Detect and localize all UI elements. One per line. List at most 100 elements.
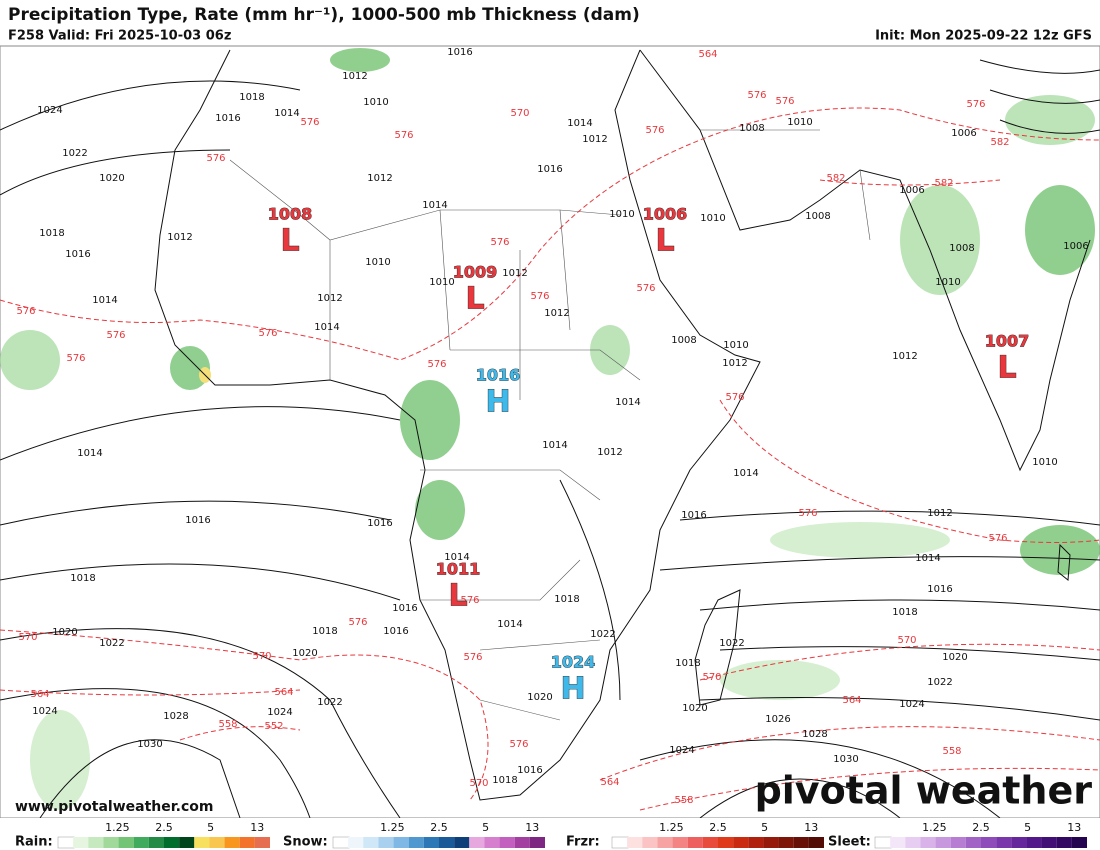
isobar-label: 1014 [77, 448, 102, 459]
isobar-label: 1016 [215, 113, 240, 124]
legend-tick: 5 [761, 821, 768, 834]
legend-swatch [209, 837, 225, 848]
legend-swatch [935, 837, 951, 848]
isobar-label: 1012 [722, 358, 747, 369]
isobar-label: 1018 [892, 607, 917, 618]
thickness-label: 576 [66, 353, 85, 364]
thickness-label: 576 [427, 359, 446, 370]
isobar-label: 1020 [527, 692, 552, 703]
legend-swatch [348, 837, 364, 848]
thickness-label: 552 [264, 721, 283, 732]
isobar-label: 1012 [317, 293, 342, 304]
legend-tick: 1.25 [659, 821, 684, 834]
isobar-label: 1024 [899, 699, 924, 710]
isobar-label: 1012 [927, 508, 952, 519]
map-labels: 1024102210201018101610141014101610181020… [16, 47, 1088, 806]
isobar-label: 1014 [615, 397, 640, 408]
legend-swatch [996, 837, 1012, 848]
isobar-label: 1006 [899, 185, 924, 196]
legend-tick: 2.5 [430, 821, 448, 834]
legend-swatch [627, 837, 643, 848]
isobar [699, 697, 1100, 721]
borders [229, 129, 871, 721]
thickness-label: 576 [16, 306, 35, 317]
madagascar [694, 589, 741, 706]
isobar-label: 1022 [317, 697, 342, 708]
precip [720, 660, 840, 700]
isobar [0, 80, 301, 131]
legend-swatch [393, 837, 409, 848]
isobar [699, 599, 1100, 611]
thickness-label: 558 [674, 795, 693, 806]
isobar-label: 1014 [444, 552, 469, 563]
legend-swatch [657, 837, 673, 848]
legend-tick: 13 [804, 821, 818, 834]
thickness-label: 570 [510, 108, 529, 119]
thickness-label: 576 [530, 291, 549, 302]
legend-swatch [1026, 837, 1042, 848]
thickness-label: 570 [702, 672, 721, 683]
legend-swatch [890, 837, 906, 848]
isobar-label: 1012 [582, 134, 607, 145]
isobar [559, 479, 621, 701]
border-lines [229, 129, 871, 721]
map-frame [0, 45, 1100, 819]
isobar-label: 1016 [517, 765, 542, 776]
precip [900, 185, 980, 295]
legend-name: Sleet: [828, 835, 871, 850]
legend: Rain: 1.25 2.5 5 13 Snow: 1.25 2.5 5 13 Frzr: 1.25 2… [0, 818, 1100, 850]
isobar-label: 1014 [915, 553, 940, 564]
isobar-label: 1014 [497, 619, 522, 630]
center-letter: L [465, 282, 484, 317]
legend-swatch [439, 837, 455, 848]
thickness-label: 576 [636, 283, 655, 294]
isobar-label: 1006 [1063, 241, 1088, 252]
precip [415, 480, 465, 540]
legend-swatch [778, 837, 794, 848]
legend-swatch [499, 837, 515, 848]
isobar [0, 563, 401, 601]
legend-swatch [702, 837, 718, 848]
isobar-label: 1016 [681, 510, 706, 521]
isobar-label: 1018 [492, 775, 517, 786]
legend-swatch [874, 836, 892, 849]
legend-tick: 13 [525, 821, 539, 834]
precip [1025, 185, 1095, 275]
thickness-label: 582 [990, 137, 1009, 148]
isobar-label: 1014 [314, 322, 339, 333]
thickness-label: 576 [725, 392, 744, 403]
legend-tick: 5 [207, 821, 214, 834]
site-url: www.pivotalweather.com [15, 799, 214, 815]
isobar-label: 1012 [502, 268, 527, 279]
legend-swatch [514, 837, 530, 848]
thickness-label: 564 [842, 695, 861, 706]
legend-swatch [1056, 837, 1072, 848]
legend-swatch [748, 837, 764, 848]
center-letter: L [997, 351, 1016, 386]
legend-swatch [965, 837, 981, 848]
isobar-label: 1014 [542, 440, 567, 451]
isobar [679, 510, 1100, 526]
isobar-label: 1020 [99, 173, 124, 184]
isobar-label: 1014 [422, 200, 447, 211]
isobar-label: 1030 [137, 739, 162, 750]
legend-swatch [1041, 837, 1057, 848]
isobar-label: 1010 [429, 277, 454, 288]
legend-swatch [642, 837, 658, 848]
thickness-label: 564 [698, 49, 717, 60]
isobar-label: 1018 [239, 92, 264, 103]
precip [30, 710, 90, 810]
center-pressure: 1016 [476, 366, 521, 385]
precip [0, 330, 60, 390]
legend-name: Rain: [15, 835, 53, 850]
thickness-label: 582 [934, 178, 953, 189]
isobar-label: 1018 [675, 658, 700, 669]
legend-swatch [905, 837, 921, 848]
isobar-label: 1024 [37, 105, 62, 116]
thickness-label: 576 [798, 508, 817, 519]
thickness-label: 576 [258, 328, 277, 339]
thickness-label: 570 [18, 632, 37, 643]
legend-swatch [88, 837, 104, 848]
precip [770, 522, 950, 558]
